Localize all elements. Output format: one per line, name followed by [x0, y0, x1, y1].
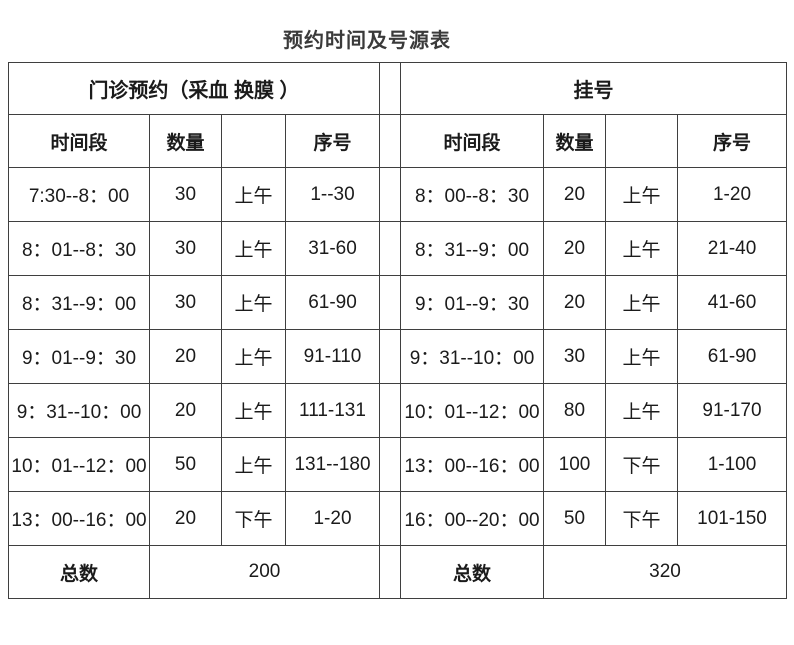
right-qty-cell: 20 — [543, 221, 606, 276]
left-time-cell: 13：00--16：00 — [8, 491, 150, 546]
left-period-cell: 上午 — [221, 221, 286, 276]
left-period-cell: 上午 — [221, 167, 286, 222]
left-qty-cell: 20 — [149, 491, 222, 546]
left-time-cell: 7:30--8：00 — [8, 167, 150, 222]
right-qty-cell: 50 — [543, 491, 606, 546]
separator-cell — [379, 221, 401, 276]
right-serial-cell: 21-40 — [677, 221, 787, 276]
right-col-header-period — [605, 114, 678, 168]
right-period-cell: 下午 — [605, 437, 678, 492]
left-col-header-period — [221, 114, 286, 168]
right-time-cell: 9：01--9：30 — [400, 275, 544, 330]
table-row: 7:30--8：00 30 上午 1--30 8：00--8：30 20 上午 … — [8, 167, 787, 222]
right-serial-cell: 1-100 — [677, 437, 787, 492]
left-serial-cell: 91-110 — [285, 329, 380, 384]
left-period-cell: 上午 — [221, 437, 286, 492]
left-qty-cell: 20 — [149, 329, 222, 384]
right-serial-cell: 61-90 — [677, 329, 787, 384]
left-qty-cell: 30 — [149, 221, 222, 276]
left-period-cell: 上午 — [221, 383, 286, 438]
right-period-cell: 下午 — [605, 491, 678, 546]
left-serial-cell: 131--180 — [285, 437, 380, 492]
right-period-cell: 上午 — [605, 383, 678, 438]
right-time-cell: 8：31--9：00 — [400, 221, 544, 276]
separator-cell — [379, 491, 401, 546]
total-row: 总数 200 总数 320 — [8, 545, 787, 599]
right-qty-cell: 30 — [543, 329, 606, 384]
right-serial-cell: 91-170 — [677, 383, 787, 438]
left-serial-cell: 31-60 — [285, 221, 380, 276]
page-title: 预约时间及号源表 — [283, 30, 451, 52]
column-header-row: 时间段 数量 序号 时间段 数量 序号 — [8, 114, 787, 168]
left-col-header-serial: 序号 — [285, 114, 380, 168]
right-qty-cell: 80 — [543, 383, 606, 438]
separator-cell — [379, 275, 401, 330]
right-period-cell: 上午 — [605, 167, 678, 222]
right-total-value: 320 — [543, 545, 787, 599]
left-period-cell: 下午 — [221, 491, 286, 546]
separator-cell — [379, 329, 401, 384]
left-time-cell: 8：31--9：00 — [8, 275, 150, 330]
left-time-cell: 10：01--12：00 — [8, 437, 150, 492]
table-row: 10：01--12：00 50 上午 131--180 13：00--16：00… — [8, 437, 787, 492]
separator-cell — [379, 437, 401, 492]
right-time-cell: 9：31--10：00 — [400, 329, 544, 384]
right-time-cell: 8：00--8：30 — [400, 167, 544, 222]
right-total-label: 总数 — [400, 545, 544, 599]
left-period-cell: 上午 — [221, 329, 286, 384]
separator-cell — [379, 545, 401, 599]
right-serial-cell: 101-150 — [677, 491, 787, 546]
left-col-header-time: 时间段 — [8, 114, 150, 168]
right-qty-cell: 20 — [543, 275, 606, 330]
right-serial-cell: 1-20 — [677, 167, 787, 222]
left-time-cell: 9：01--9：30 — [8, 329, 150, 384]
left-period-cell: 上午 — [221, 275, 286, 330]
left-serial-cell: 1-20 — [285, 491, 380, 546]
right-time-cell: 16：00--20：00 — [400, 491, 544, 546]
left-qty-cell: 30 — [149, 167, 222, 222]
right-col-header-time: 时间段 — [400, 114, 544, 168]
right-col-header-qty: 数量 — [543, 114, 606, 168]
right-qty-cell: 100 — [543, 437, 606, 492]
left-serial-cell: 1--30 — [285, 167, 380, 222]
left-col-header-qty: 数量 — [149, 114, 222, 168]
left-time-cell: 9：31--10：00 — [8, 383, 150, 438]
section-header-row: 门诊预约（采血 换膜 ） 挂号 — [8, 62, 787, 115]
right-period-cell: 上午 — [605, 275, 678, 330]
table-row: 9：01--9：30 20 上午 91-110 9：31--10：00 30 上… — [8, 329, 787, 384]
separator-cell — [379, 62, 401, 115]
left-total-value: 200 — [149, 545, 380, 599]
left-section-header: 门诊预约（采血 换膜 ） — [8, 62, 380, 115]
left-qty-cell: 20 — [149, 383, 222, 438]
left-total-label: 总数 — [8, 545, 150, 599]
right-time-cell: 10：01--12：00 — [400, 383, 544, 438]
table-row: 8：01--8：30 30 上午 31-60 8：31--9：00 20 上午 … — [8, 221, 787, 276]
separator-cell — [379, 167, 401, 222]
right-col-header-serial: 序号 — [677, 114, 787, 168]
left-serial-cell: 111-131 — [285, 383, 380, 438]
right-serial-cell: 41-60 — [677, 275, 787, 330]
right-qty-cell: 20 — [543, 167, 606, 222]
separator-cell — [379, 114, 401, 168]
right-period-cell: 上午 — [605, 221, 678, 276]
left-qty-cell: 50 — [149, 437, 222, 492]
right-time-cell: 13：00--16：00 — [400, 437, 544, 492]
left-qty-cell: 30 — [149, 275, 222, 330]
table-row: 8：31--9：00 30 上午 61-90 9：01--9：30 20 上午 … — [8, 275, 787, 330]
table-row: 9：31--10：00 20 上午 111-131 10：01--12：00 8… — [8, 383, 787, 438]
table-row: 13：00--16：00 20 下午 1-20 16：00--20：00 50 … — [8, 491, 787, 546]
left-time-cell: 8：01--8：30 — [8, 221, 150, 276]
right-section-header: 挂号 — [400, 62, 787, 115]
separator-cell — [379, 383, 401, 438]
appointment-schedule-table: 门诊预约（采血 换膜 ） 挂号 时间段 数量 序号 时间段 数量 序号 7:30… — [8, 62, 787, 599]
left-serial-cell: 61-90 — [285, 275, 380, 330]
right-period-cell: 上午 — [605, 329, 678, 384]
